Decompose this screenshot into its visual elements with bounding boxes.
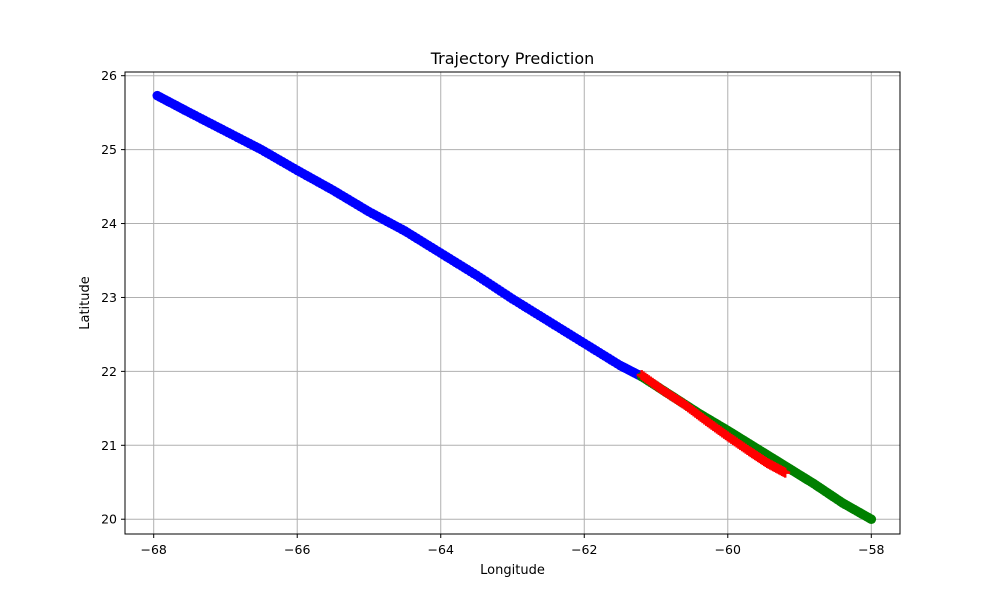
data-point (866, 514, 877, 525)
x-axis-label: Longitude (480, 563, 545, 578)
series-layer (152, 90, 877, 525)
x-tick-label: −66 (284, 542, 310, 557)
x-tick-label: −60 (715, 542, 741, 557)
y-tick-label: 21 (101, 438, 117, 453)
x-tick-label: −62 (571, 542, 597, 557)
y-tick-label: 23 (101, 290, 117, 305)
data-point (780, 467, 791, 478)
x-tick-label: −68 (141, 542, 167, 557)
x-tick-label: −58 (858, 542, 884, 557)
grid-layer (125, 72, 900, 534)
y-tick-label: 20 (101, 512, 117, 527)
y-axis-label: Latitude (78, 276, 93, 330)
plot-frame (124, 71, 901, 535)
series-0 (152, 90, 647, 382)
y-tick-label: 25 (101, 142, 117, 157)
tick-layer: −68 −66 −64 −62 −60 −58 20 21 22 23 24 25 26 (101, 68, 884, 557)
x-tick-label: −64 (428, 542, 454, 557)
y-tick-label: 26 (101, 68, 117, 83)
series-2 (636, 370, 791, 478)
chart-title: Trajectory Prediction (430, 49, 595, 68)
y-tick-label: 24 (101, 216, 117, 231)
y-tick-label: 22 (101, 364, 117, 379)
